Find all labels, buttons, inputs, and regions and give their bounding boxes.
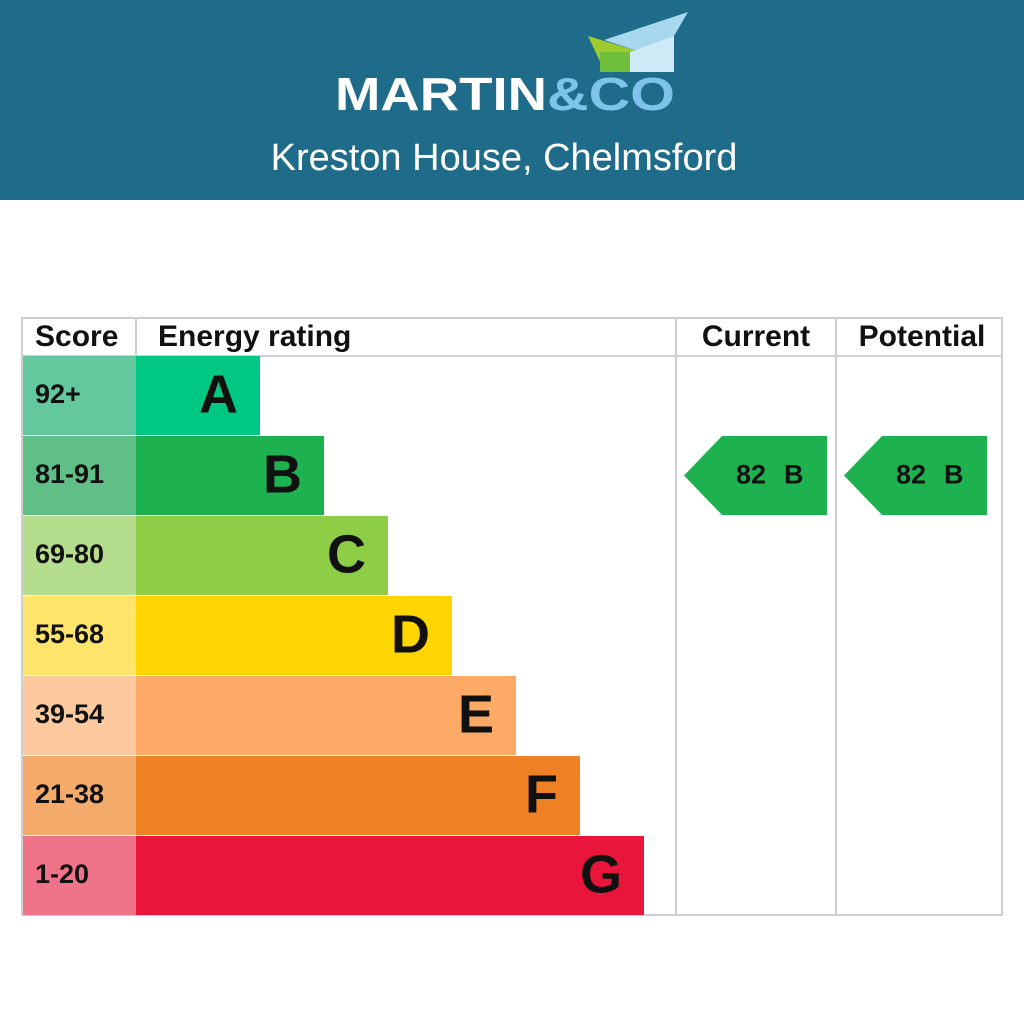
rating-bar	[136, 516, 388, 595]
logo-icon	[588, 12, 688, 72]
score-label: 39-54	[35, 699, 104, 729]
brand-accent: &CO	[547, 68, 675, 120]
epc-table: Score Energy rating Current Potential	[21, 317, 1003, 916]
rating-bar	[136, 836, 644, 915]
band-row: 55-68 D	[23, 596, 452, 675]
score-cell	[23, 756, 136, 835]
score-cell	[23, 676, 136, 755]
band-row: 92+ A	[23, 356, 260, 435]
score-label: 81-91	[35, 459, 104, 489]
rating-bar	[136, 596, 452, 675]
score-cell	[23, 436, 136, 515]
rating-letter: G	[580, 844, 622, 904]
score-label: 21-38	[35, 779, 104, 809]
rating-letter: C	[327, 524, 366, 584]
column-header: Score	[35, 320, 118, 353]
score-cell	[23, 836, 136, 915]
rating-arrow	[844, 436, 987, 515]
band-row: 81-91 B	[23, 436, 324, 515]
column-header: Potential	[859, 320, 986, 353]
rating-bar	[136, 756, 580, 835]
rating-letter: B	[263, 444, 302, 504]
rating-letter: D	[391, 604, 430, 664]
score-cell	[23, 356, 136, 435]
band-row: 69-80 C	[23, 516, 388, 595]
subtitle: Kreston House, Chelmsford	[271, 137, 738, 179]
score-label: 92+	[35, 379, 81, 409]
band-row: 21-38 F	[23, 756, 580, 835]
score-cell	[23, 516, 136, 595]
column-header: Current	[702, 320, 810, 353]
rating-letter: F	[525, 764, 558, 824]
rating-bar	[136, 436, 324, 515]
rating-value: 82	[896, 460, 926, 490]
rating-bar	[136, 356, 260, 435]
rating-letter: B	[944, 460, 964, 490]
header-band	[0, 0, 1024, 200]
score-label: 1-20	[35, 859, 89, 889]
band-row: 39-54 E	[23, 676, 516, 755]
rating-bar	[136, 676, 516, 755]
rating-letter: A	[199, 364, 238, 424]
rating-arrow	[684, 436, 827, 515]
brand-main: MARTIN	[335, 68, 547, 120]
rating-value: 82	[736, 460, 766, 490]
band-row: 1-20 G	[23, 836, 644, 915]
column-header: Energy rating	[158, 320, 351, 353]
current-rating: 82 B	[684, 436, 827, 515]
score-label: 55-68	[35, 619, 104, 649]
potential-rating: 82 B	[844, 436, 987, 515]
score-label: 69-80	[35, 539, 104, 569]
rating-letter: E	[458, 684, 494, 744]
score-cell	[23, 596, 136, 675]
rating-letter: B	[784, 460, 804, 490]
